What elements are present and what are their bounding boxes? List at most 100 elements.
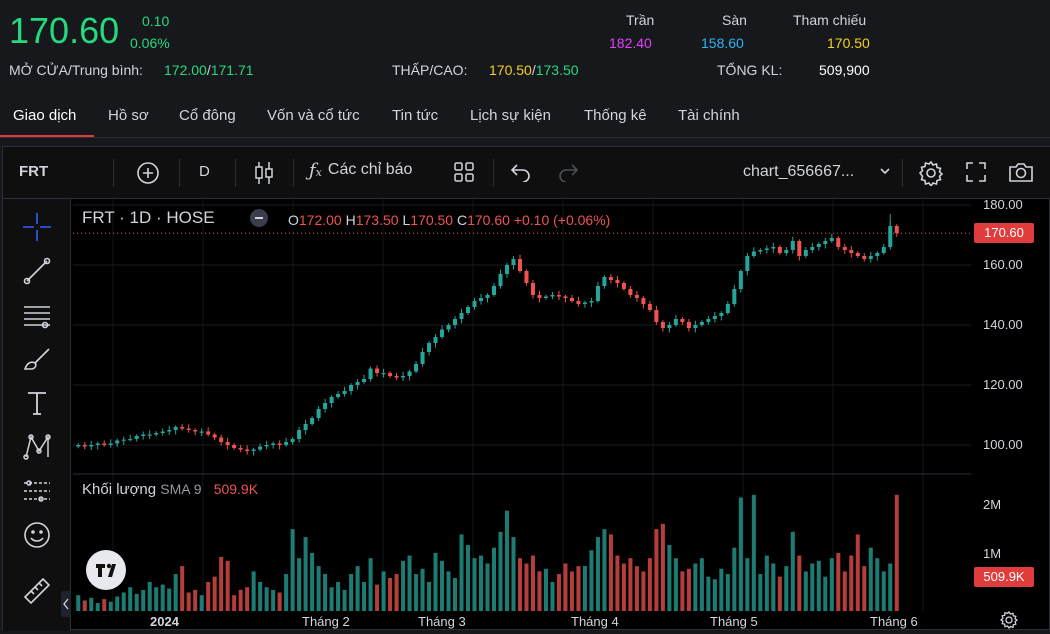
prediction-icon[interactable]	[21, 475, 53, 507]
price-axis-label: 160.00	[983, 257, 1023, 272]
candle-body	[894, 226, 899, 234]
candle-body	[303, 424, 308, 430]
volume-bar	[290, 529, 295, 611]
volume-bar	[803, 571, 808, 611]
tab-finance[interactable]: Tài chính	[678, 107, 740, 124]
volume-bar	[108, 601, 113, 611]
volume-bar	[433, 552, 438, 611]
volume-bar	[894, 494, 899, 611]
tab-news[interactable]: Tin tức	[392, 107, 439, 124]
volume-bar	[686, 568, 691, 611]
candle-body	[693, 325, 698, 328]
volume-bar	[427, 581, 432, 611]
candle-body	[855, 253, 860, 256]
tab-shareholders[interactable]: Cổ đông	[179, 107, 236, 124]
volume-bar	[199, 595, 204, 611]
volume-bar	[303, 537, 308, 611]
trend-line-icon[interactable]	[21, 255, 53, 287]
candle-body	[576, 301, 581, 304]
volume-bar	[297, 558, 302, 611]
price-axis-label: 140.00	[983, 317, 1023, 332]
volume-bar	[764, 555, 769, 611]
axis-settings-icon[interactable]	[999, 611, 1019, 634]
crosshair-icon[interactable]	[21, 211, 53, 243]
volume-bar	[121, 592, 126, 611]
volume-bar	[732, 547, 737, 611]
layout-name[interactable]: chart_656667...	[743, 163, 855, 180]
hide-legend-button[interactable]	[250, 209, 268, 227]
smiley-icon[interactable]	[21, 519, 53, 551]
fib-lines-icon[interactable]	[21, 299, 53, 331]
volume-bar	[355, 566, 360, 611]
symbol-search[interactable]: FRT	[19, 163, 49, 180]
candle-body	[245, 449, 250, 451]
candle-body	[602, 277, 607, 286]
candle-body	[524, 271, 529, 283]
volume-bar	[712, 579, 717, 611]
chevron-down-icon[interactable]	[879, 165, 891, 177]
open-price: 172.00	[164, 62, 207, 78]
volume-bar	[784, 566, 789, 611]
tab-events[interactable]: Lịch sự kiện	[470, 107, 551, 124]
x-tick-label: Tháng 5	[710, 614, 758, 629]
volume-bar	[212, 576, 217, 611]
volume-value: 509.9K	[213, 481, 259, 497]
brush-icon[interactable]	[21, 343, 53, 375]
volume-bar	[608, 534, 613, 611]
volume-bar	[206, 581, 211, 611]
volume-bar	[699, 558, 704, 611]
volume-bar	[323, 574, 328, 611]
indicators-label: Các chỉ báo	[327, 161, 413, 178]
collapse-toolbar-handle[interactable]	[61, 591, 71, 617]
indicators-button[interactable]: ƒx Các chỉ báo	[309, 160, 412, 181]
candle-body	[875, 253, 880, 256]
layouts-icon[interactable]	[453, 161, 475, 183]
candle-body	[511, 259, 516, 265]
tab-capital-dividends[interactable]: Vốn và cổ tức	[267, 107, 360, 124]
volume-bar	[647, 558, 652, 611]
volume-bar	[453, 578, 458, 611]
redo-icon[interactable]	[557, 162, 579, 182]
low-value: 170.50	[410, 212, 454, 228]
undo-icon[interactable]	[510, 162, 532, 182]
price-axis-label: 100.00	[983, 437, 1023, 452]
volume-bar	[102, 599, 107, 611]
tradingview-logo[interactable]	[86, 550, 126, 590]
compare-add-icon[interactable]	[136, 161, 160, 185]
tab-statistics[interactable]: Thống kê	[584, 107, 647, 124]
price-volume-chart[interactable]	[73, 199, 971, 631]
candle-body	[797, 241, 802, 256]
interval-button[interactable]: D	[199, 163, 210, 180]
chart-toolbar: FRT D ƒx Các chỉ báo chart_656667...	[3, 147, 1050, 199]
price-axis[interactable]: 180.00 160.00 140.00 120.00 100.00 170.60 2M 1M…	[971, 197, 1050, 631]
tab-profile[interactable]: Hồ sơ	[108, 107, 149, 124]
volume-bar	[388, 578, 393, 611]
candle-body	[199, 431, 204, 433]
fullscreen-icon[interactable]	[965, 161, 987, 183]
tab-trading[interactable]: Giao dịch	[13, 107, 77, 124]
candle-body	[355, 382, 360, 385]
candle-body	[349, 385, 354, 391]
gear-icon[interactable]	[918, 160, 944, 186]
candle-type-icon[interactable]	[253, 160, 275, 186]
candle-body	[141, 434, 146, 436]
volume-bar	[595, 537, 600, 611]
candle-body	[219, 437, 224, 442]
x-tick-label: Tháng 2	[302, 614, 350, 629]
volume-bar	[641, 571, 646, 611]
total-volume: 509,900	[819, 62, 870, 78]
x-tick-label: 2024	[150, 614, 179, 629]
volume-bar	[810, 563, 815, 611]
volume-bar	[868, 547, 873, 611]
text-icon[interactable]	[21, 387, 53, 419]
candle-body	[160, 431, 165, 433]
pattern-icon[interactable]	[21, 431, 53, 463]
ruler-icon[interactable]	[21, 575, 53, 607]
candle-body	[615, 280, 620, 283]
volume-bar	[310, 552, 315, 611]
candle-body	[849, 250, 854, 253]
volume-bar	[245, 587, 250, 611]
open-avg-value: 172.00/171.71	[164, 62, 254, 78]
candle-body	[180, 427, 185, 429]
camera-icon[interactable]	[1008, 161, 1034, 183]
